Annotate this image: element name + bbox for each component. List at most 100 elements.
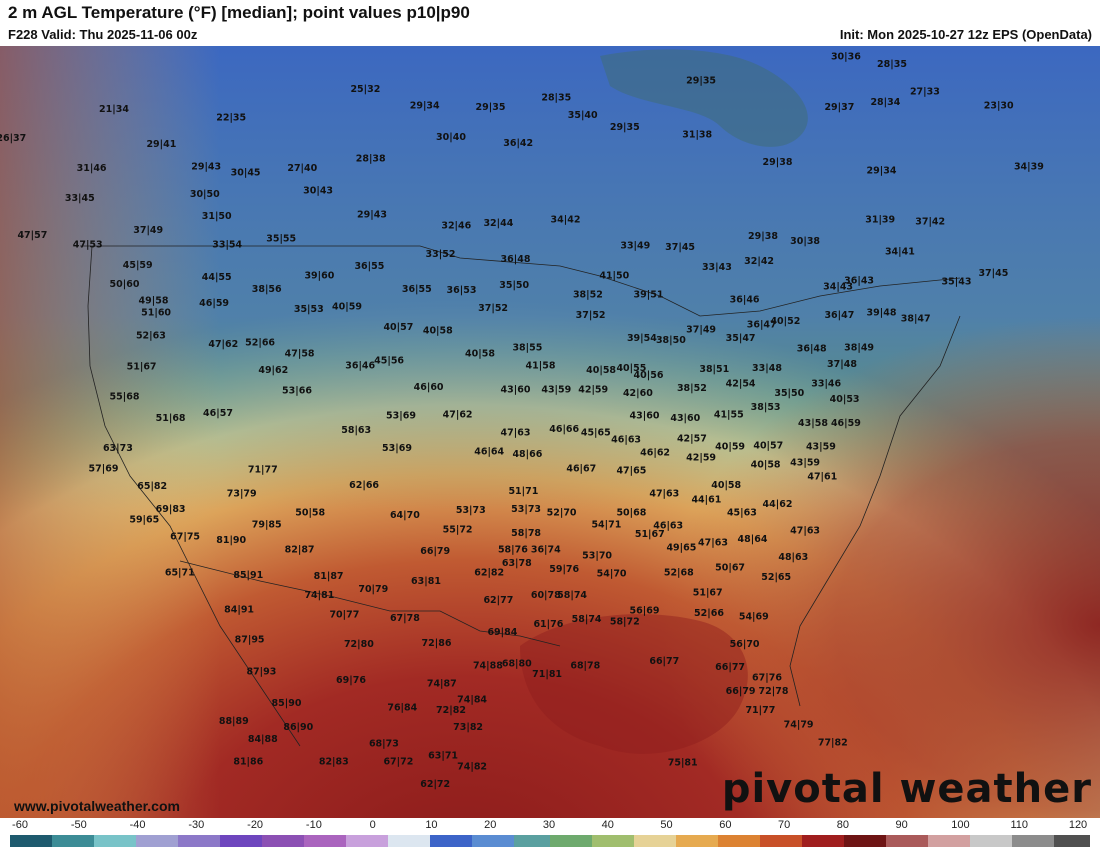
color-scale-swatch xyxy=(1012,835,1019,847)
point-value: 65|71 xyxy=(165,567,195,578)
point-value: 31|50 xyxy=(202,211,232,222)
point-value: 51|67 xyxy=(693,588,723,599)
point-value: 77|82 xyxy=(818,737,848,748)
color-scale-swatch xyxy=(514,835,521,847)
color-scale-swatch xyxy=(238,835,245,847)
point-value: 34|42 xyxy=(551,214,581,225)
point-value: 33|45 xyxy=(65,193,95,204)
point-value: 87|93 xyxy=(246,667,276,678)
point-value: 46|63 xyxy=(611,435,641,446)
point-value: 52|70 xyxy=(547,508,577,519)
color-scale-swatch xyxy=(502,835,509,847)
color-scale-swatch xyxy=(712,835,719,847)
point-value: 56|70 xyxy=(730,639,760,650)
color-scale-tick-label: 20 xyxy=(484,819,497,831)
point-value: 85|90 xyxy=(272,698,302,709)
point-value: 74|81 xyxy=(304,590,334,601)
color-scale-swatch xyxy=(460,835,467,847)
point-value: 40|59 xyxy=(332,302,362,313)
color-scale-swatch xyxy=(424,835,431,847)
color-scale-swatch xyxy=(280,835,287,847)
point-value: 35|40 xyxy=(568,110,598,121)
point-value: 52|63 xyxy=(136,330,166,341)
color-scale-swatch xyxy=(616,835,623,847)
point-value: 46|67 xyxy=(566,463,596,474)
point-value: 86|90 xyxy=(283,722,313,733)
point-value: 51|68 xyxy=(156,413,186,424)
color-scale-swatch xyxy=(340,835,347,847)
map-canvas[interactable]: 21|34 22|35 25|32 29|34 29|35 28|35 29|35 30|36… xyxy=(0,46,1100,818)
point-value: 52|65 xyxy=(761,572,791,583)
point-value: 33|48 xyxy=(752,363,782,374)
color-scale-tick-label: 0 xyxy=(369,819,376,831)
color-scale-swatch xyxy=(766,835,773,847)
color-scale-tick-label: -20 xyxy=(247,819,264,831)
point-value: 42|57 xyxy=(677,433,707,444)
temperature-map[interactable]: 21|34 22|35 25|32 29|34 29|35 28|35 29|35 30|36… xyxy=(0,46,1100,818)
point-value: 47|65 xyxy=(616,466,646,477)
point-value: 29|34 xyxy=(410,101,440,112)
color-scale-swatch xyxy=(322,835,329,847)
point-value: 28|35 xyxy=(541,92,571,103)
color-scale-swatch xyxy=(658,835,665,847)
point-value: 53|69 xyxy=(382,443,412,454)
color-scale-swatch xyxy=(760,835,767,847)
point-value: 28|35 xyxy=(877,59,907,70)
point-value: 76|84 xyxy=(387,703,417,714)
point-value: 39|54 xyxy=(627,333,657,344)
point-value: 45|63 xyxy=(727,508,757,519)
point-value: 49|62 xyxy=(258,365,288,376)
point-value: 51|67 xyxy=(635,529,665,540)
color-scale-swatch xyxy=(916,835,923,847)
color-scale-swatch xyxy=(364,835,371,847)
color-scale-swatch xyxy=(1084,835,1090,847)
point-value: 47|57 xyxy=(17,230,47,241)
color-scale-swatch xyxy=(688,835,695,847)
point-value: 46|57 xyxy=(203,408,233,419)
color-scale-swatch xyxy=(130,835,137,847)
point-value: 58|72 xyxy=(610,617,640,628)
point-value: 52|66 xyxy=(245,338,275,349)
point-value: 74|79 xyxy=(784,719,814,730)
point-value: 82|83 xyxy=(319,757,349,768)
point-value: 47|63 xyxy=(698,538,728,549)
color-scale-swatch xyxy=(106,835,113,847)
color-scale-swatch xyxy=(310,835,317,847)
color-scale-swatch xyxy=(556,835,563,847)
point-value: 46|59 xyxy=(199,298,229,309)
point-value: 50|60 xyxy=(110,279,140,290)
point-value: 66|79 xyxy=(420,546,450,557)
point-value: 38|49 xyxy=(844,342,874,353)
point-value: 47|63 xyxy=(649,488,679,499)
point-value: 38|56 xyxy=(252,284,282,295)
color-scale-tick-label: 90 xyxy=(895,819,908,831)
point-value: 27|40 xyxy=(287,163,317,174)
color-scale-swatch xyxy=(46,835,53,847)
point-value: 29|34 xyxy=(867,165,897,176)
point-value: 54|71 xyxy=(591,520,621,531)
color-scale-swatch xyxy=(418,835,425,847)
point-value: 74|82 xyxy=(457,761,487,772)
point-value: 29|37 xyxy=(824,102,854,113)
color-scale-swatch xyxy=(778,835,785,847)
point-value: 63|81 xyxy=(411,576,441,587)
color-scale-swatch xyxy=(34,835,41,847)
color-scale-tick-label: 50 xyxy=(660,819,673,831)
point-value: 29|43 xyxy=(357,210,387,221)
color-scale-swatch xyxy=(604,835,611,847)
point-value: 26|37 xyxy=(0,133,26,144)
color-scale-swatch xyxy=(22,835,29,847)
atlantic-shading xyxy=(0,46,1100,818)
point-value: 33|49 xyxy=(620,241,650,252)
color-scale-swatch xyxy=(550,835,557,847)
point-value: 38|47 xyxy=(901,314,931,325)
point-value: 35|55 xyxy=(266,234,296,245)
point-value: 32|44 xyxy=(483,218,513,229)
point-value: 53|73 xyxy=(456,505,486,516)
color-scale-swatch xyxy=(796,835,803,847)
point-value: 63|73 xyxy=(103,443,133,454)
color-scale-swatch xyxy=(826,835,833,847)
color-scale-swatch xyxy=(718,835,725,847)
color-scale-swatch xyxy=(646,835,653,847)
color-scale-tick-label: 60 xyxy=(719,819,732,831)
